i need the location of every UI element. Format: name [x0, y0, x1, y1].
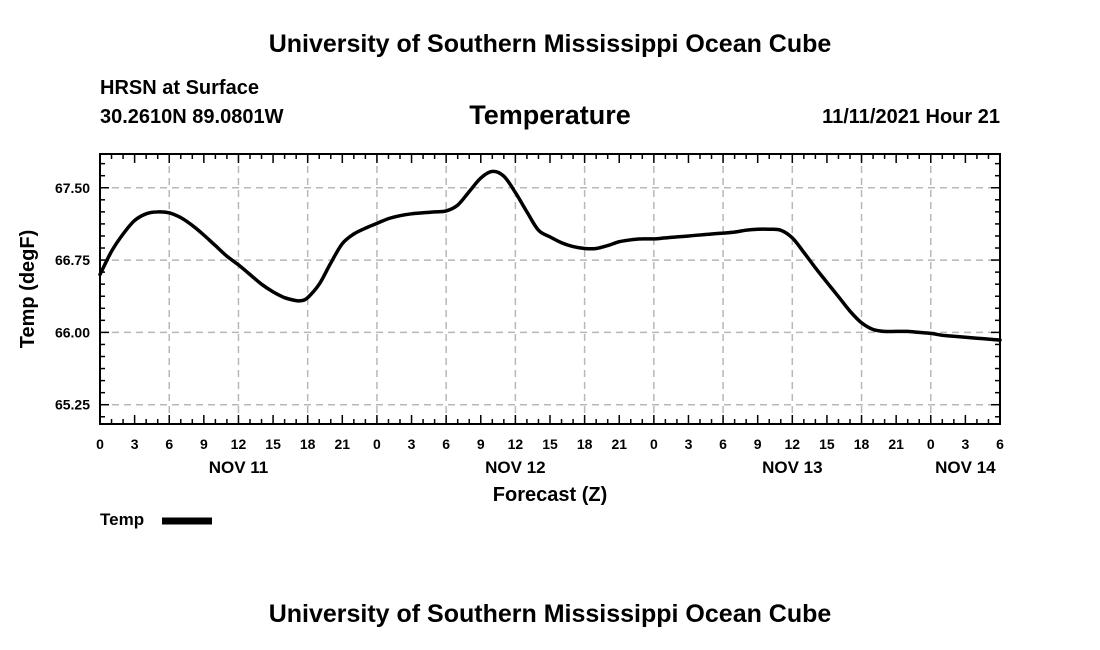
y-tick-label: 66.00 [55, 324, 90, 340]
x-tick-label: 18 [854, 436, 870, 452]
x-tick-label: 18 [577, 436, 593, 452]
y-tick-label: 65.25 [55, 397, 90, 413]
x-axis-label: Forecast (Z) [493, 484, 607, 506]
x-tick-label: 21 [888, 436, 904, 452]
x-tick-label: 18 [300, 436, 316, 452]
x-axis: 0 3 6 9 12 15 18 21 0 3 6 9 12 15 18 21 0 3 6 9 12 15 18 21 0 3 6N… [96, 154, 1004, 477]
x-tick-label: 3 [961, 436, 969, 452]
x-tick-label: 0 [927, 436, 935, 452]
x-tick-label: 15 [265, 436, 281, 452]
x-tick-label: 21 [335, 436, 351, 452]
x-tick-label: 21 [611, 436, 627, 452]
legend: Temp [100, 510, 212, 529]
x-tick-label: 3 [685, 436, 693, 452]
y-tick-label: 66.75 [55, 252, 90, 268]
x-tick-label: 0 [96, 436, 104, 452]
page-title-bottom: University of Southern Mississippi Ocean… [268, 600, 832, 628]
page-title-top: University of Southern Mississippi Ocean… [268, 30, 832, 58]
y-tick-label: 67.50 [55, 180, 90, 196]
grid-layer [100, 154, 1000, 424]
x-tick-label: 9 [200, 436, 208, 452]
x-tick-label: 9 [477, 436, 485, 452]
x-tick-label: 12 [785, 436, 801, 452]
x-day-label: NOV 13 [762, 458, 822, 477]
series-layer [98, 169, 1002, 342]
x-day-label: NOV 12 [485, 458, 545, 477]
x-tick-label: 3 [131, 436, 139, 452]
y-axis-label: Temp (degF) [17, 230, 39, 349]
x-tick-label: 15 [819, 436, 835, 452]
x-tick-label: 0 [650, 436, 658, 452]
forecast-datetime: 11/11/2021 Hour 21 [822, 106, 1000, 128]
x-tick-label: 6 [996, 436, 1004, 452]
x-tick-label: 12 [508, 436, 524, 452]
x-tick-label: 6 [442, 436, 450, 452]
chart-title: Temperature [469, 100, 631, 130]
x-tick-label: 15 [542, 436, 558, 452]
x-day-label: NOV 11 [209, 458, 269, 477]
plot-frame [99, 153, 1001, 425]
station-label: HRSN at Surface [100, 77, 259, 99]
series-line-temp [98, 169, 1002, 342]
station-coords: 30.2610N 89.0801W [100, 106, 284, 128]
x-tick-label: 12 [231, 436, 247, 452]
legend-label: Temp [100, 510, 144, 529]
x-tick-label: 6 [165, 436, 173, 452]
x-day-label: NOV 14 [935, 458, 996, 477]
y-axis: 65.25 66.00 66.75 67.50 [55, 162, 1000, 418]
x-tick-label: 6 [719, 436, 727, 452]
x-tick-label: 0 [373, 436, 381, 452]
x-tick-label: 3 [408, 436, 416, 452]
x-tick-label: 9 [754, 436, 762, 452]
